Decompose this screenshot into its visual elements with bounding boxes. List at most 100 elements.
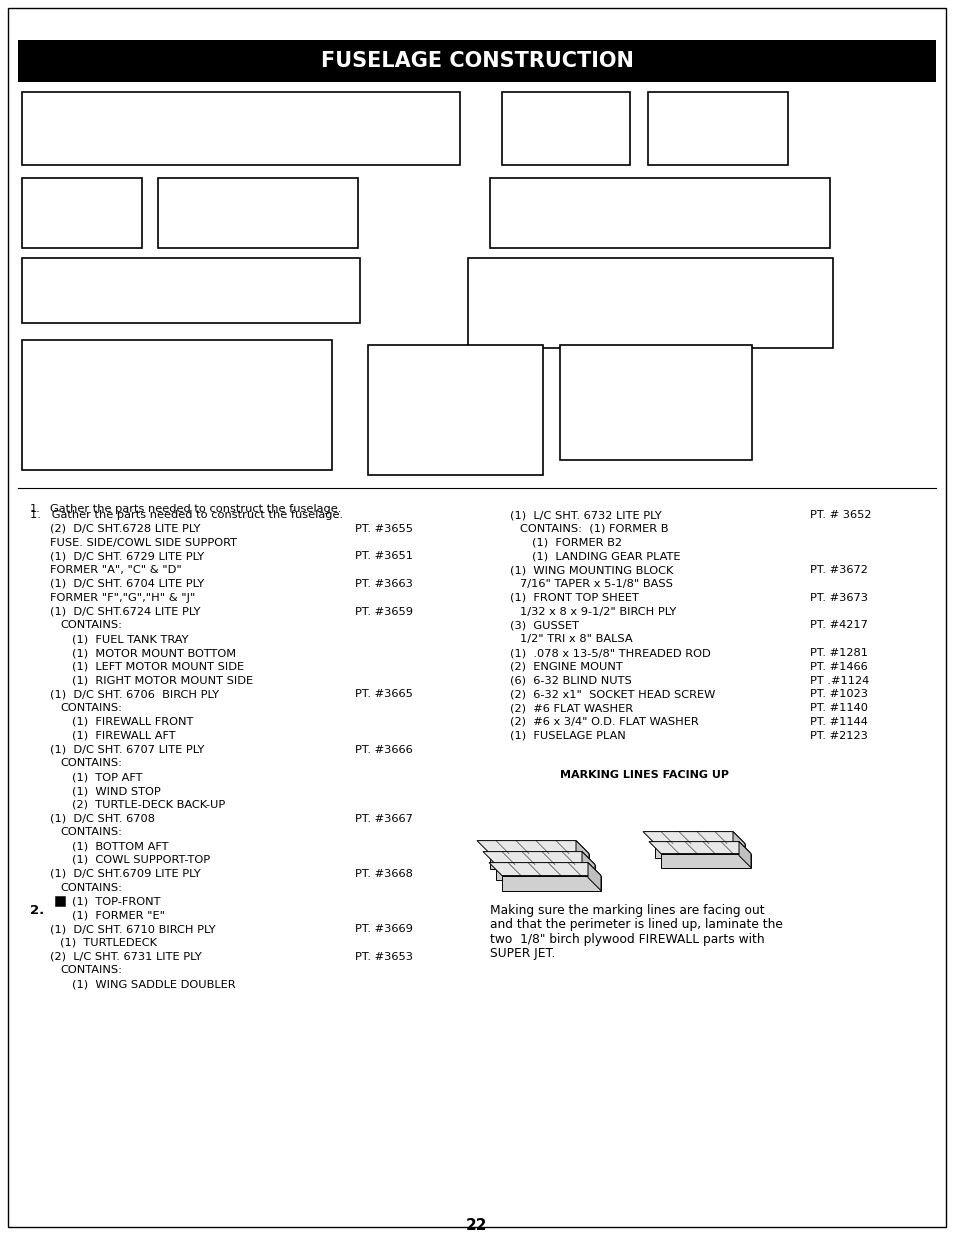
Text: 1.   Gather the parts needed to construct the fuselage.: 1. Gather the parts needed to construct … bbox=[30, 510, 343, 520]
Text: CONTAINS:  (1) FORMER B: CONTAINS: (1) FORMER B bbox=[519, 524, 668, 534]
Text: (1)  FIREWALL FRONT: (1) FIREWALL FRONT bbox=[71, 718, 193, 727]
Text: (1)  FIREWALL AFT: (1) FIREWALL AFT bbox=[71, 731, 175, 741]
Text: (1)  FORMER B2: (1) FORMER B2 bbox=[532, 537, 621, 547]
Text: (2)  #6 x 3/4" O.D. FLAT WASHER: (2) #6 x 3/4" O.D. FLAT WASHER bbox=[510, 718, 698, 727]
Text: Making sure the marking lines are facing out: Making sure the marking lines are facing… bbox=[490, 904, 763, 916]
Text: PT. #1140: PT. #1140 bbox=[809, 703, 867, 713]
Text: and that the perimeter is lined up, laminate the: and that the perimeter is lined up, lami… bbox=[490, 918, 782, 931]
Text: (1)  BOTTOM AFT: (1) BOTTOM AFT bbox=[71, 841, 169, 851]
Bar bbox=[368, 345, 542, 475]
Bar bbox=[22, 340, 332, 471]
Text: (1)  D/C SHT. 6710 BIRCH PLY: (1) D/C SHT. 6710 BIRCH PLY bbox=[50, 924, 215, 934]
Text: two  1/8" birch plywood FIREWALL parts with: two 1/8" birch plywood FIREWALL parts wi… bbox=[490, 932, 763, 946]
Text: (1)  D/C SHT. 6708: (1) D/C SHT. 6708 bbox=[50, 814, 154, 824]
Text: (1)  D/C SHT.6724 LITE PLY: (1) D/C SHT.6724 LITE PLY bbox=[50, 606, 200, 616]
Text: (6)  6-32 BLIND NUTS: (6) 6-32 BLIND NUTS bbox=[510, 676, 631, 685]
Text: PT. #3668: PT. #3668 bbox=[355, 868, 413, 879]
Text: FUSELAGE CONSTRUCTION: FUSELAGE CONSTRUCTION bbox=[320, 51, 633, 70]
Text: PT. #3667: PT. #3667 bbox=[355, 814, 413, 824]
Polygon shape bbox=[496, 864, 595, 879]
Text: PT .#1124: PT .#1124 bbox=[809, 676, 868, 685]
Text: PT. #3653: PT. #3653 bbox=[355, 952, 413, 962]
Polygon shape bbox=[660, 853, 750, 868]
Text: MARKING LINES FACING UP: MARKING LINES FACING UP bbox=[560, 769, 729, 779]
Text: (1)  LANDING GEAR PLATE: (1) LANDING GEAR PLATE bbox=[532, 551, 679, 562]
Text: (2)  ENGINE MOUNT: (2) ENGINE MOUNT bbox=[510, 662, 622, 672]
Text: (1)  D/C SHT. 6707 LITE PLY: (1) D/C SHT. 6707 LITE PLY bbox=[50, 745, 204, 755]
Text: (2)  #6 FLAT WASHER: (2) #6 FLAT WASHER bbox=[510, 703, 633, 713]
Text: (1)  TOP AFT: (1) TOP AFT bbox=[71, 772, 142, 782]
Text: (1)  COWL SUPPORT-TOP: (1) COWL SUPPORT-TOP bbox=[71, 855, 210, 864]
Text: PT. #3651: PT. #3651 bbox=[355, 551, 413, 562]
Text: PT. #3665: PT. #3665 bbox=[355, 689, 413, 699]
Text: CONTAINS:: CONTAINS: bbox=[60, 827, 122, 837]
Text: (1)  FUEL TANK TRAY: (1) FUEL TANK TRAY bbox=[71, 635, 189, 645]
Bar bbox=[22, 258, 359, 324]
Polygon shape bbox=[655, 844, 744, 857]
Text: PT. #4217: PT. #4217 bbox=[809, 620, 867, 630]
Text: 1/32 x 8 x 9-1/2" BIRCH PLY: 1/32 x 8 x 9-1/2" BIRCH PLY bbox=[519, 606, 676, 616]
Text: PT. #1144: PT. #1144 bbox=[809, 718, 867, 727]
Text: (2)  6-32 x1"  SOCKET HEAD SCREW: (2) 6-32 x1" SOCKET HEAD SCREW bbox=[510, 689, 715, 699]
Text: (2)  TURTLE-DECK BACK-UP: (2) TURTLE-DECK BACK-UP bbox=[71, 800, 225, 810]
Text: (1)  WING MOUNTING BLOCK: (1) WING MOUNTING BLOCK bbox=[510, 566, 673, 576]
Text: (2)  D/C SHT.6728 LITE PLY: (2) D/C SHT.6728 LITE PLY bbox=[50, 524, 200, 534]
Text: CONTAINS:: CONTAINS: bbox=[60, 703, 122, 713]
Bar bbox=[490, 178, 829, 248]
Text: (1)  D/C SHT. 6706  BIRCH PLY: (1) D/C SHT. 6706 BIRCH PLY bbox=[50, 689, 219, 699]
Text: PT. #2123: PT. #2123 bbox=[809, 731, 867, 741]
Polygon shape bbox=[642, 831, 744, 844]
Bar bbox=[18, 40, 935, 82]
Polygon shape bbox=[648, 841, 750, 853]
Text: 22: 22 bbox=[466, 1218, 487, 1233]
Text: (3)  GUSSET: (3) GUSSET bbox=[510, 620, 578, 630]
Text: PT. # 3652: PT. # 3652 bbox=[809, 510, 871, 520]
Text: PT. #3663: PT. #3663 bbox=[355, 579, 413, 589]
Bar bbox=[501, 91, 629, 165]
Bar bbox=[22, 178, 142, 248]
Text: CONTAINS:: CONTAINS: bbox=[60, 758, 122, 768]
Bar bbox=[647, 91, 787, 165]
Text: (2)  L/C SHT. 6731 LITE PLY: (2) L/C SHT. 6731 LITE PLY bbox=[50, 952, 201, 962]
Polygon shape bbox=[476, 841, 588, 853]
Bar bbox=[559, 345, 751, 459]
Text: CONTAINS:: CONTAINS: bbox=[60, 620, 122, 630]
Text: (1)  WIND STOP: (1) WIND STOP bbox=[71, 785, 161, 797]
Text: CONTAINS:: CONTAINS: bbox=[60, 883, 122, 893]
Text: PT. #1466: PT. #1466 bbox=[809, 662, 867, 672]
Text: (1)  L/C SHT. 6732 LITE PLY: (1) L/C SHT. 6732 LITE PLY bbox=[510, 510, 661, 520]
Polygon shape bbox=[482, 852, 595, 864]
Bar bbox=[22, 91, 459, 165]
Bar bbox=[158, 178, 357, 248]
Text: PT. #3673: PT. #3673 bbox=[809, 593, 867, 603]
Text: PT. #3669: PT. #3669 bbox=[355, 924, 413, 934]
Text: (1)  .078 x 13-5/8" THREADED ROD: (1) .078 x 13-5/8" THREADED ROD bbox=[510, 648, 710, 658]
Text: 1/2" TRI x 8" BALSA: 1/2" TRI x 8" BALSA bbox=[519, 635, 632, 645]
Text: (1)  TURTLEDECK: (1) TURTLEDECK bbox=[60, 937, 157, 947]
Polygon shape bbox=[581, 852, 595, 879]
Text: (1)  MOTOR MOUNT BOTTOM: (1) MOTOR MOUNT BOTTOM bbox=[71, 648, 236, 658]
Bar bbox=[468, 258, 832, 348]
Text: PT. #1281: PT. #1281 bbox=[809, 648, 867, 658]
Text: Gather the parts needed to construct the fuselage.: Gather the parts needed to construct the… bbox=[50, 504, 341, 514]
Polygon shape bbox=[576, 841, 588, 868]
Text: (1)  FRONT TOP SHEET: (1) FRONT TOP SHEET bbox=[510, 593, 639, 603]
Text: FORMER "A", "C" & "D": FORMER "A", "C" & "D" bbox=[50, 566, 182, 576]
Text: CONTAINS:: CONTAINS: bbox=[60, 966, 122, 976]
Text: FUSE. SIDE/COWL SIDE SUPPORT: FUSE. SIDE/COWL SIDE SUPPORT bbox=[50, 537, 236, 547]
Text: (1)  FUSELAGE PLAN: (1) FUSELAGE PLAN bbox=[510, 731, 625, 741]
Text: FORMER "F","G","H" & "J": FORMER "F","G","H" & "J" bbox=[50, 593, 195, 603]
Text: PT. #3659: PT. #3659 bbox=[355, 606, 413, 616]
Text: PT. #3655: PT. #3655 bbox=[355, 524, 413, 534]
Text: (1)  D/C SHT. 6704 LITE PLY: (1) D/C SHT. 6704 LITE PLY bbox=[50, 579, 204, 589]
Text: (1)  FORMER "E": (1) FORMER "E" bbox=[71, 910, 165, 920]
Text: (1)  WING SADDLE DOUBLER: (1) WING SADDLE DOUBLER bbox=[71, 979, 235, 989]
Polygon shape bbox=[489, 862, 600, 876]
Text: SUPER JET.: SUPER JET. bbox=[490, 947, 555, 960]
Polygon shape bbox=[732, 831, 744, 857]
Text: PT. #3672: PT. #3672 bbox=[809, 566, 867, 576]
Polygon shape bbox=[587, 862, 600, 890]
Text: 2.: 2. bbox=[30, 904, 44, 916]
Text: PT. #1023: PT. #1023 bbox=[809, 689, 867, 699]
Text: (1)  TOP-FRONT: (1) TOP-FRONT bbox=[71, 897, 160, 906]
